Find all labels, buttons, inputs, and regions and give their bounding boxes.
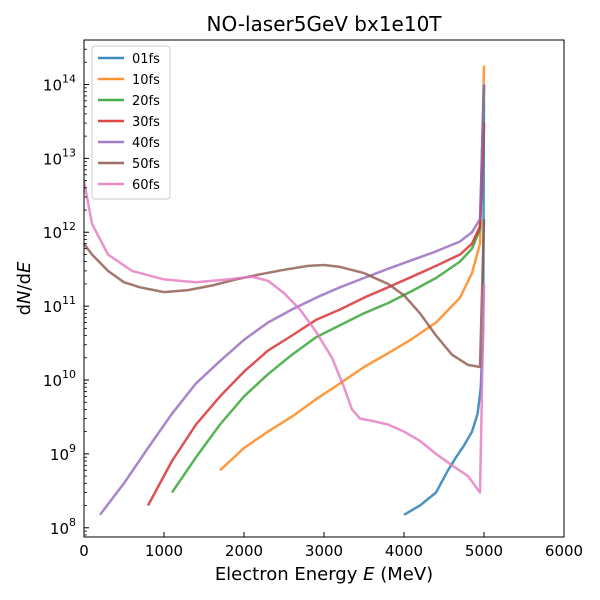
x-axis: 0 1000 2000 3000 4000 5000 6000 bbox=[79, 532, 583, 560]
legend-label-20fs: 20fs bbox=[132, 94, 160, 109]
series-line-20fs bbox=[170, 84, 486, 494]
x-tick-label: 6000 bbox=[545, 542, 583, 560]
x-tick-label: 4000 bbox=[385, 542, 423, 560]
y-axis: 108 109 1010 1011 1012 1013 1014 bbox=[43, 39, 89, 538]
legend-label-01fs: 01fs bbox=[132, 52, 160, 67]
y-tick-label: 1014 bbox=[43, 72, 76, 94]
x-tick-label: 0 bbox=[79, 542, 89, 560]
series-line-01fs bbox=[403, 84, 486, 516]
y-tick-label: 1011 bbox=[43, 294, 76, 316]
x-tick-label: 2000 bbox=[225, 542, 263, 560]
y-tick-label: 1010 bbox=[43, 368, 76, 390]
series-line-10fs bbox=[219, 65, 486, 472]
legend-box bbox=[91, 45, 171, 200]
x-axis-label: Electron Energy E (MeV) bbox=[215, 564, 433, 585]
y-tick-label: 1013 bbox=[43, 146, 76, 168]
series-line-50fs bbox=[84, 219, 486, 369]
y-tick-label: 108 bbox=[50, 516, 76, 538]
series-line-30fs bbox=[146, 123, 486, 507]
series-layer bbox=[84, 65, 486, 516]
x-tick-label: 5000 bbox=[465, 542, 503, 560]
legend-label-60fs: 60fs bbox=[132, 178, 160, 193]
series-line-60fs bbox=[84, 180, 486, 494]
chart-title: NO-laser5GeV bx1e10T bbox=[206, 12, 442, 36]
y-tick-label: 109 bbox=[50, 442, 76, 464]
x-tick-label: 3000 bbox=[305, 542, 343, 560]
legend-label-30fs: 30fs bbox=[132, 115, 160, 130]
y-tick-label: 1012 bbox=[43, 220, 76, 242]
series-line-40fs bbox=[99, 84, 486, 516]
y-axis-label: dN/dE bbox=[14, 261, 35, 315]
legend: 01fs 10fs 20fs 30fs 40fs 50fs 60fs bbox=[91, 45, 171, 200]
legend-label-50fs: 50fs bbox=[132, 157, 160, 172]
legend-label-40fs: 40fs bbox=[132, 136, 160, 151]
x-tick-label: 1000 bbox=[145, 542, 183, 560]
legend-label-10fs: 10fs bbox=[132, 73, 160, 88]
